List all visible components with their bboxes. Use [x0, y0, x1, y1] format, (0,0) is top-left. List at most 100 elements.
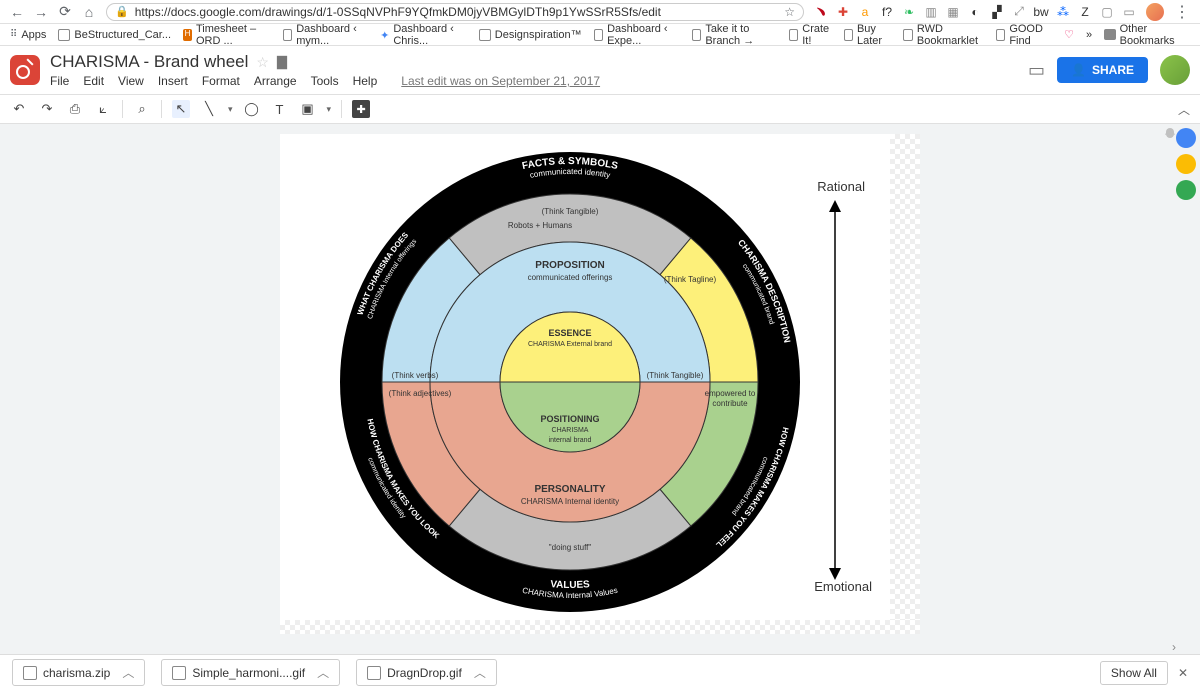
download-filename: charisma.zip [43, 666, 110, 680]
menu-edit[interactable]: Edit [83, 74, 104, 88]
amazon-extension-icon[interactable]: a [858, 5, 872, 19]
drawing-canvas[interactable]: FACTS & SYMBOLScommunicated identityCHAR… [280, 134, 920, 634]
line-tool[interactable]: ╲ [200, 100, 218, 118]
download-item[interactable]: charisma.zip ︿ [12, 659, 145, 686]
menu-help[interactable]: Help [353, 74, 378, 88]
select-tool[interactable]: ↖ [172, 100, 190, 118]
svg-text:POSITIONING: POSITIONING [540, 414, 599, 424]
bookmark-star-icon[interactable]: ☆ [784, 5, 795, 19]
browser-nav-bar: ← → ⟳ ⌂ 🔒 https://docs.google.com/drawin… [0, 0, 1200, 24]
calendar-addon-icon[interactable] [1176, 128, 1196, 148]
svg-text:Robots + Humans: Robots + Humans [508, 221, 572, 230]
dev-extension-icon[interactable]: ◐ [968, 5, 982, 19]
redo-button[interactable]: ↷ [38, 100, 56, 118]
star-doc-icon[interactable]: ☆ [256, 54, 269, 71]
bookmark-label: Dashboard ‹ Expe... [607, 23, 680, 47]
svg-text:CHARISMA: CHARISMA [552, 427, 589, 434]
bookmark-item[interactable]: Dashboard ‹ Expe... [594, 23, 680, 47]
bookmark-heart[interactable]: ♡ [1064, 23, 1074, 47]
page-icon: H [183, 29, 192, 41]
bookmark-item[interactable]: Take it to Branch → [692, 23, 777, 47]
move-folder-icon[interactable]: ▇ [277, 54, 287, 70]
bookmark-item[interactable]: ✦Dashboard ‹ Chris... [380, 23, 467, 47]
image-tool[interactable]: ▣ [299, 100, 317, 118]
pocket-extension-icon[interactable]: ▥ [924, 5, 938, 19]
bookmark-item[interactable]: RWD Bookmarklet [903, 23, 984, 47]
pinterest-extension-icon[interactable]: ﹅ [814, 5, 828, 19]
chat-extension-icon[interactable]: ▭ [1122, 5, 1136, 19]
doc-title[interactable]: CHARISMA - Brand wheel [50, 52, 248, 72]
download-menu-icon[interactable]: ︿ [122, 664, 134, 681]
extension-icons: ﹅ ✚ a f? ❧ ▥ ▦ ◐ ▞ ⤢ bw ⁂ Z ▢ ▭ [814, 5, 1136, 19]
file-icon [367, 666, 381, 680]
print-button[interactable]: ⎙ [66, 100, 84, 118]
side-panel [1176, 124, 1198, 200]
forward-button[interactable]: → [34, 5, 48, 19]
close-downloads-bar[interactable]: ✕ [1178, 666, 1188, 680]
bookmark-overflow[interactable]: » [1086, 29, 1092, 41]
drawings-logo-icon[interactable] [10, 55, 40, 85]
svg-text:(Think Tangible): (Think Tangible) [647, 371, 704, 380]
expand-extension-icon[interactable]: ⤢ [1012, 5, 1026, 19]
other-bookmarks[interactable]: Other Bookmarks [1104, 23, 1190, 47]
menu-insert[interactable]: Insert [158, 74, 188, 88]
download-menu-icon[interactable]: ︿ [317, 664, 329, 681]
bookmark-item[interactable]: Buy Later [844, 23, 892, 47]
menu-file[interactable]: File [50, 74, 69, 88]
bookmark-item[interactable]: HTimesheet – ORD ... [183, 23, 271, 47]
back-button[interactable]: ← [10, 5, 24, 19]
collapse-toolbar-icon[interactable]: ︿ [1178, 101, 1190, 118]
grid-extension-icon[interactable]: ▦ [946, 5, 960, 19]
address-bar[interactable]: 🔒 https://docs.google.com/drawings/d/1-0… [106, 3, 804, 21]
svg-text:(Think verbs): (Think verbs) [392, 371, 439, 380]
download-filename: DragnDrop.gif [387, 666, 462, 680]
menu-tools[interactable]: Tools [311, 74, 339, 88]
apps-button[interactable]: ⠿ Apps [10, 29, 46, 41]
dropbox-extension-icon[interactable]: ⁂ [1056, 5, 1070, 19]
last-edit-info[interactable]: Last edit was on September 21, 2017 [401, 74, 600, 88]
horizontal-scroll-right[interactable]: › [1172, 640, 1176, 654]
bookmark-label: Take it to Branch → [705, 23, 776, 47]
comments-icon[interactable]: ▭ [1028, 60, 1045, 81]
bookmark-label: RWD Bookmarklet [917, 23, 984, 47]
bookmark-item[interactable]: BeStructured_Car... [58, 23, 171, 47]
share-button[interactable]: 👤 SHARE [1057, 57, 1148, 83]
vertical-scrollbar[interactable]: ︿ [1164, 124, 1176, 654]
bookmark-label: Dashboard ‹ mym... [296, 23, 368, 47]
paint-format-button[interactable]: ⟀ [94, 100, 112, 118]
home-button[interactable]: ⌂ [82, 5, 96, 19]
menu-arrange[interactable]: Arrange [254, 74, 297, 88]
page-icon [58, 29, 70, 41]
svg-text:empowered to: empowered to [705, 389, 756, 398]
bookmark-item[interactable]: Crate It! [789, 23, 832, 47]
zoom-button[interactable]: ⌕ [133, 100, 151, 118]
download-menu-icon[interactable]: ︿ [474, 664, 486, 681]
bookmark-item[interactable]: Designspiration™ [479, 23, 582, 47]
bookmark-item[interactable]: GOOD Find [996, 23, 1052, 47]
menu-format[interactable]: Format [202, 74, 240, 88]
qr-extension-icon[interactable]: ▞ [990, 5, 1004, 19]
bookmark-label: Dashboard ‹ Chris... [393, 23, 466, 47]
cast-extension-icon[interactable]: ▢ [1100, 5, 1114, 19]
download-item[interactable]: DragnDrop.gif ︿ [356, 659, 497, 686]
profile-avatar[interactable] [1146, 3, 1164, 21]
keep-addon-icon[interactable] [1176, 154, 1196, 174]
undo-button[interactable]: ↶ [10, 100, 28, 118]
evernote-extension-icon[interactable]: ❧ [902, 5, 916, 19]
plus-extension-icon[interactable]: ✚ [836, 5, 850, 19]
show-all-downloads[interactable]: Show All [1100, 661, 1168, 685]
fontface-extension-icon[interactable]: f? [880, 5, 894, 19]
text-tool[interactable]: T [271, 100, 289, 118]
shape-tool[interactable]: ◯ [243, 100, 261, 118]
page-icon [844, 29, 853, 41]
reload-button[interactable]: ⟳ [58, 5, 72, 19]
bookmark-item[interactable]: Dashboard ‹ mym... [283, 23, 368, 47]
zotero-extension-icon[interactable]: Z [1078, 5, 1092, 19]
account-avatar[interactable] [1160, 55, 1190, 85]
download-item[interactable]: Simple_harmoni....gif︿ [161, 659, 340, 686]
tasks-addon-icon[interactable] [1176, 180, 1196, 200]
menu-view[interactable]: View [118, 74, 144, 88]
bw-extension-icon[interactable]: bw [1034, 5, 1048, 19]
chrome-menu-button[interactable]: ⋮ [1174, 2, 1190, 22]
insert-comment-button[interactable]: ✚ [352, 100, 370, 118]
